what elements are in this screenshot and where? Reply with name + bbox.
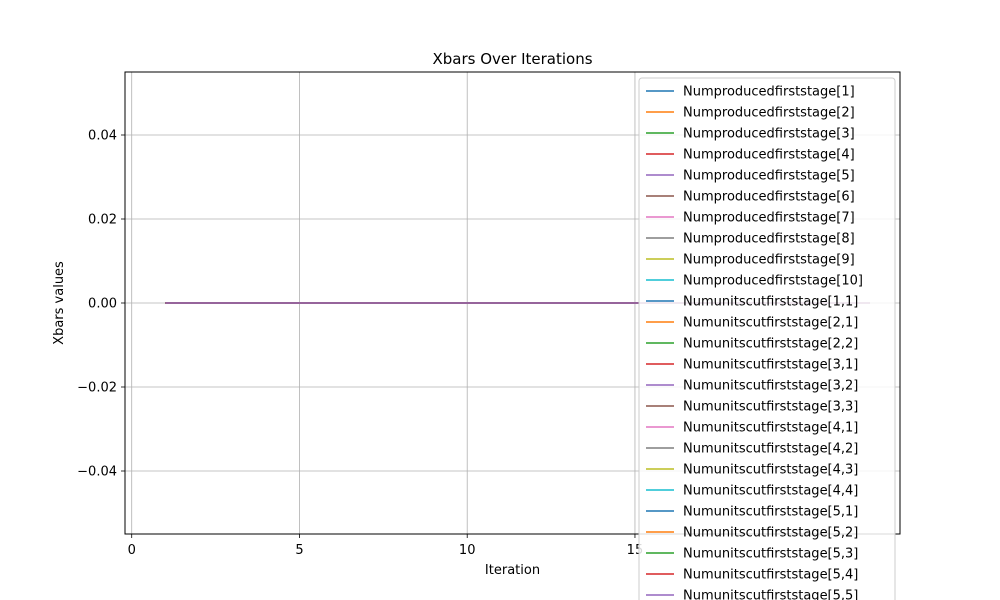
legend-label: Numunitscutfirststage[4,3] — [683, 463, 858, 478]
legend-label: Numunitscutfirststage[5,2] — [683, 526, 858, 541]
legend-label: Numproducedfirststage[9] — [683, 253, 855, 268]
legend-label: Numunitscutfirststage[3,3] — [683, 400, 858, 415]
axis-ticks: 0 5 10 15−0.04−0.020.000.020.04 — [77, 129, 643, 559]
legend-label: Numunitscutfirststage[2,2] — [683, 337, 858, 352]
x-tick-label: 0 — [128, 543, 136, 558]
y-tick-label: 0.04 — [88, 129, 117, 144]
legend-label: Numproducedfirststage[5] — [683, 169, 855, 184]
legend-label: Numproducedfirststage[8] — [683, 232, 855, 247]
legend-label: Numproducedfirststage[3] — [683, 127, 855, 142]
y-tick-label: −0.02 — [77, 381, 117, 396]
legend-label: Numunitscutfirststage[3,1] — [683, 358, 858, 373]
legend-label: Numproducedfirststage[4] — [683, 148, 855, 163]
y-tick-label: 0.00 — [88, 297, 117, 312]
legend-label: Numunitscutfirststage[2,1] — [683, 316, 858, 331]
x-axis-label: Iteration — [485, 563, 540, 578]
legend-label: Numunitscutfirststage[5,4] — [683, 568, 858, 583]
y-tick-label: −0.04 — [77, 465, 117, 480]
legend-label: Numunitscutfirststage[4,2] — [683, 442, 858, 457]
chart-title: Xbars Over Iterations — [432, 50, 592, 68]
legend-label: Numunitscutfirststage[4,4] — [683, 484, 858, 499]
x-tick-label: 5 — [295, 543, 303, 558]
legend-label: Numproducedfirststage[1] — [683, 85, 855, 100]
y-tick-label: 0.02 — [88, 213, 117, 228]
legend-frame — [638, 77, 896, 600]
legend-label: Numunitscutfirststage[1,1] — [683, 295, 858, 310]
legend-label: Numproducedfirststage[7] — [683, 211, 855, 226]
legend-label: Numunitscutfirststage[5,3] — [683, 547, 858, 562]
legend: Numproducedfirststage[1] Numproducedfirst… — [638, 77, 896, 600]
legend-label: Numproducedfirststage[6] — [683, 190, 855, 205]
legend-label: Numunitscutfirststage[3,2] — [683, 379, 858, 394]
legend-label: Numunitscutfirststage[5,1] — [683, 505, 858, 520]
legend-label: Numunitscutfirststage[5,5] — [683, 589, 858, 600]
y-axis-label: Xbars values — [52, 261, 67, 345]
x-tick-label: 10 — [459, 543, 476, 558]
legend-label: Numproducedfirststage[2] — [683, 106, 855, 121]
legend-label: Numproducedfirststage[10] — [683, 274, 863, 289]
legend-label: Numunitscutfirststage[4,1] — [683, 421, 858, 436]
